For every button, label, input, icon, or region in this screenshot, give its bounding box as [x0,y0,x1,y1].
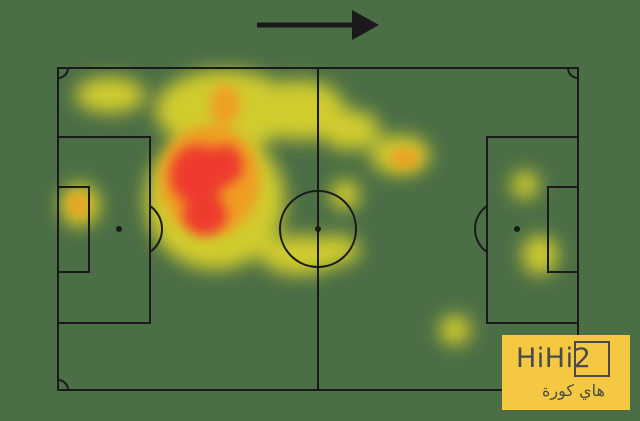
logo-frame [574,341,610,377]
heat-zones [60,70,558,345]
logo-text: HiHi2 [516,343,592,374]
brand-logo: HiHi2 هاي كورة [502,335,630,410]
logo-arabic-text: هاي كورة [542,381,605,400]
pitch-lines [57,67,579,391]
pitch-spots [116,226,520,232]
direction-arrow-icon [257,10,379,40]
